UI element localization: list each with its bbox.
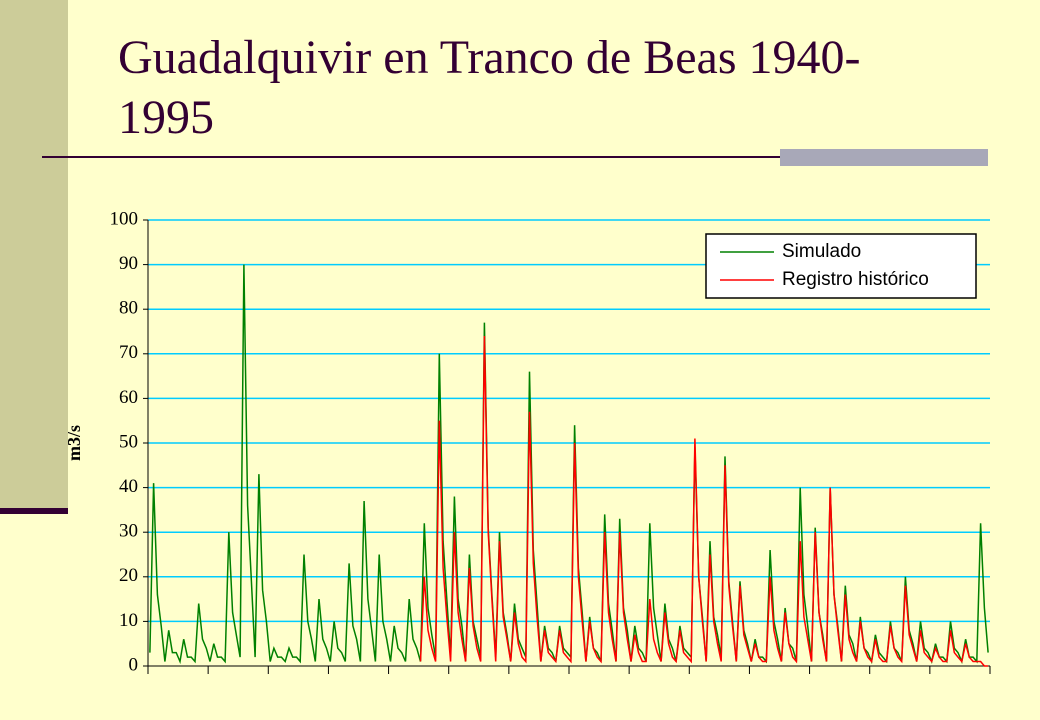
series-line [149, 264, 989, 665]
slide-title: Guadalquivir en Tranco de Beas 1940-1995 [118, 31, 861, 144]
y-tick-label: 60 [119, 387, 138, 408]
side-bar-line [0, 508, 68, 514]
y-tick-label: 50 [119, 431, 138, 452]
y-tick-label: 30 [119, 521, 138, 542]
y-tick-label: 90 [119, 253, 138, 274]
y-axis-label: m3/s [64, 425, 84, 461]
y-tick-label: 0 [129, 654, 139, 675]
y-tick-label: 80 [119, 298, 138, 319]
title-rule-block [780, 149, 988, 166]
y-tick-label: 40 [119, 476, 138, 497]
y-tick-label: 70 [119, 342, 138, 363]
series-line [419, 335, 989, 667]
title-rule [42, 156, 988, 158]
side-bar [0, 0, 68, 512]
legend-label: Simulado [782, 241, 861, 262]
legend-label: Registro histórico [782, 269, 929, 290]
y-tick-label: 100 [110, 208, 139, 229]
y-tick-label: 20 [119, 565, 138, 586]
y-tick-label: 10 [119, 610, 138, 631]
legend-box [705, 233, 977, 299]
